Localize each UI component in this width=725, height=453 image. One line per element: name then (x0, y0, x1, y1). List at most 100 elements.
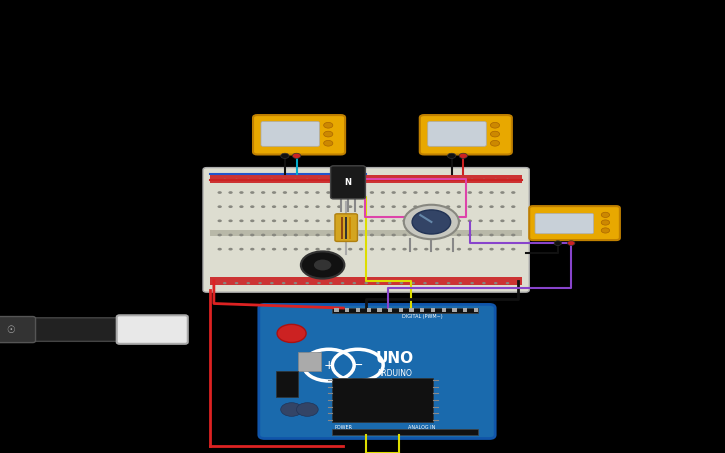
Bar (420, 308, 424, 312)
Circle shape (601, 228, 610, 233)
Circle shape (359, 248, 363, 251)
Circle shape (489, 191, 494, 194)
Circle shape (341, 282, 344, 284)
Circle shape (326, 248, 331, 251)
Circle shape (478, 248, 483, 251)
FancyBboxPatch shape (203, 168, 529, 292)
Circle shape (277, 324, 306, 342)
FancyBboxPatch shape (535, 213, 594, 234)
Circle shape (250, 205, 254, 208)
Circle shape (261, 220, 265, 222)
Circle shape (348, 220, 352, 222)
Circle shape (283, 191, 287, 194)
Text: DIGITAL (PWM~): DIGITAL (PWM~) (402, 313, 442, 319)
Circle shape (459, 153, 468, 159)
Circle shape (500, 191, 505, 194)
Circle shape (348, 191, 352, 194)
Circle shape (392, 220, 396, 222)
Circle shape (392, 191, 396, 194)
Circle shape (235, 282, 239, 284)
Circle shape (413, 220, 418, 222)
Circle shape (323, 122, 333, 128)
Circle shape (435, 248, 439, 251)
Circle shape (446, 248, 450, 251)
Circle shape (381, 234, 385, 236)
Circle shape (218, 205, 222, 208)
Circle shape (281, 153, 289, 159)
Bar (442, 308, 446, 312)
Circle shape (272, 234, 276, 236)
FancyBboxPatch shape (428, 121, 486, 146)
Circle shape (348, 234, 352, 236)
Circle shape (554, 241, 562, 246)
Circle shape (494, 282, 497, 284)
Circle shape (370, 234, 374, 236)
Circle shape (283, 220, 287, 222)
FancyBboxPatch shape (0, 317, 36, 342)
Circle shape (402, 234, 407, 236)
Circle shape (500, 220, 505, 222)
Circle shape (292, 153, 301, 159)
Circle shape (412, 210, 451, 234)
Circle shape (478, 220, 483, 222)
Circle shape (228, 205, 233, 208)
Bar (431, 308, 435, 312)
Circle shape (435, 220, 439, 222)
Circle shape (402, 248, 407, 251)
FancyBboxPatch shape (261, 121, 320, 146)
Bar (345, 217, 347, 239)
Circle shape (352, 179, 356, 181)
Circle shape (337, 205, 341, 208)
Circle shape (270, 282, 273, 284)
Bar (332, 308, 478, 313)
Circle shape (446, 234, 450, 236)
Circle shape (341, 179, 344, 181)
Circle shape (457, 248, 461, 251)
Circle shape (261, 234, 265, 236)
Circle shape (370, 191, 374, 194)
Circle shape (272, 248, 276, 251)
Circle shape (261, 248, 265, 251)
Circle shape (326, 191, 331, 194)
Bar (367, 308, 371, 312)
Circle shape (471, 282, 474, 284)
Circle shape (250, 248, 254, 251)
Circle shape (370, 205, 374, 208)
Text: N: N (344, 178, 352, 187)
Circle shape (305, 179, 309, 181)
Circle shape (235, 179, 239, 181)
Circle shape (304, 220, 309, 222)
Circle shape (228, 191, 233, 194)
Circle shape (505, 282, 509, 284)
Circle shape (413, 248, 418, 251)
Circle shape (478, 205, 483, 208)
Circle shape (446, 205, 450, 208)
Circle shape (435, 282, 439, 284)
Circle shape (348, 248, 352, 251)
Circle shape (305, 282, 309, 284)
Circle shape (326, 234, 331, 236)
Circle shape (568, 241, 575, 246)
Circle shape (323, 131, 333, 137)
Circle shape (359, 191, 363, 194)
Circle shape (500, 234, 505, 236)
Circle shape (399, 179, 403, 181)
Circle shape (315, 191, 320, 194)
Circle shape (468, 191, 472, 194)
Circle shape (304, 248, 309, 251)
Bar (377, 308, 381, 312)
Circle shape (258, 179, 262, 181)
Circle shape (370, 248, 374, 251)
Circle shape (435, 179, 439, 181)
Bar (388, 308, 392, 312)
Circle shape (337, 220, 341, 222)
Circle shape (505, 179, 509, 181)
Text: ANALOG IN: ANALOG IN (408, 425, 436, 430)
Circle shape (402, 205, 407, 208)
FancyBboxPatch shape (259, 304, 495, 439)
Circle shape (315, 205, 320, 208)
Circle shape (435, 205, 439, 208)
Circle shape (317, 179, 320, 181)
Circle shape (272, 191, 276, 194)
Circle shape (239, 205, 244, 208)
